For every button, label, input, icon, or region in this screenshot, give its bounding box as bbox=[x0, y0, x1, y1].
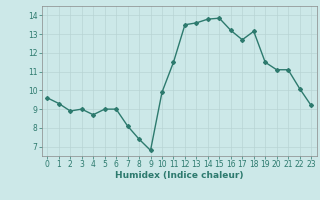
X-axis label: Humidex (Indice chaleur): Humidex (Indice chaleur) bbox=[115, 171, 244, 180]
